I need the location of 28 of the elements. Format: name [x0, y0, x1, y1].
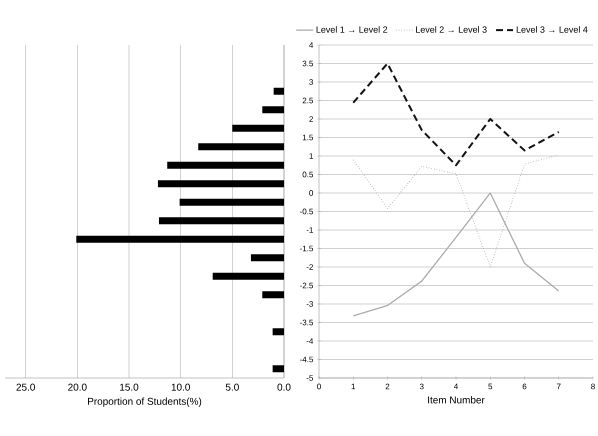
x-axis-title: Item Number	[428, 396, 485, 404]
bar	[262, 106, 284, 114]
bar	[274, 88, 284, 95]
x-tick-label: 15.0	[120, 384, 138, 391]
bar	[76, 236, 284, 243]
bar	[272, 328, 284, 336]
legend-label: Level 3 → Level 4	[516, 26, 588, 33]
x-tick-label: 20.0	[68, 384, 87, 391]
bar	[198, 143, 284, 150]
x-tick-label: 0.0	[277, 384, 291, 391]
bar	[272, 365, 284, 372]
x-tick-label: 25.0	[16, 384, 35, 391]
x-axis-title: Proportion of Students(%)	[88, 398, 202, 407]
bar	[167, 162, 284, 169]
x-tick-label: 5.0	[226, 384, 239, 391]
line-series	[352, 192, 560, 316]
line-series	[352, 154, 560, 268]
x-tick-label: 10.0	[172, 384, 190, 391]
bar	[180, 198, 284, 206]
legend-label: Level 2 → Level 3	[416, 26, 487, 33]
bar	[212, 272, 284, 280]
bar	[232, 124, 284, 132]
bar	[262, 291, 284, 298]
line-series	[352, 62, 560, 166]
bar	[250, 254, 284, 262]
legend-label: Level 1 → Level 2	[316, 26, 388, 33]
bar	[158, 180, 284, 188]
bar	[158, 217, 284, 224]
